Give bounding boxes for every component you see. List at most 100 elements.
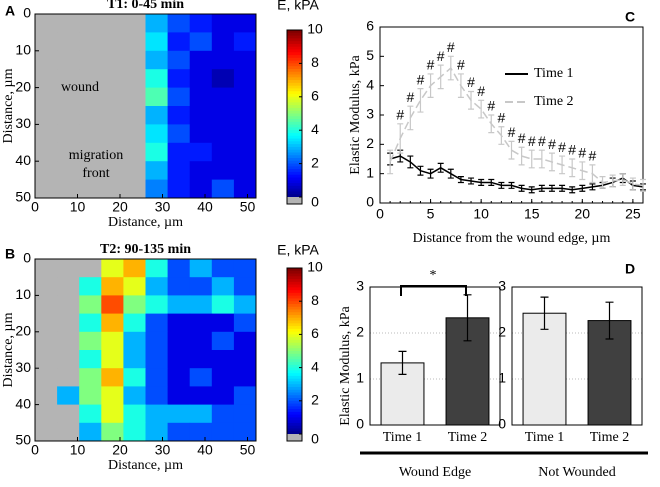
colorbar-step	[287, 411, 302, 416]
heat-cell	[101, 404, 124, 424]
significance-mark: #	[508, 124, 516, 140]
heat-cell	[167, 350, 191, 369]
heat-cell	[233, 87, 257, 107]
y-tick-label: 30	[15, 359, 31, 375]
colorbar-step	[287, 166, 302, 170]
missing-cell	[57, 259, 80, 278]
colorbar-step	[287, 102, 302, 106]
colorbar-step	[287, 113, 302, 117]
annotation: wound	[61, 80, 99, 95]
heat-cell	[233, 32, 257, 52]
colorbar-step	[287, 273, 302, 277]
heat-cell	[167, 259, 191, 278]
colorbar-step	[287, 420, 302, 424]
missing-cell	[101, 106, 124, 125]
colorbar-tick-label: 0	[311, 431, 319, 447]
heat-cell	[167, 277, 191, 296]
colorbar-step	[287, 270, 302, 275]
colorbar-step	[287, 119, 302, 123]
colorbar-step	[287, 138, 302, 142]
colorbar-step	[287, 121, 302, 126]
heat-cell	[123, 386, 146, 406]
heat-cell	[211, 259, 235, 278]
heat-cell	[79, 368, 102, 387]
panel-letter: C	[625, 9, 635, 25]
colorbar-tick-label: 4	[311, 358, 319, 374]
colorbar-tick-label: 2	[311, 154, 319, 170]
heat-cell	[233, 422, 257, 442]
heat-cell	[233, 124, 257, 144]
y-axis-label: Distance, µm	[1, 68, 16, 143]
colorbar-step	[287, 88, 302, 92]
colorbar-step	[287, 317, 302, 322]
significance-mark: #	[477, 83, 485, 99]
heat-cell	[123, 331, 146, 351]
missing-cell	[35, 386, 58, 406]
x-axis-label: Distance, µm	[108, 215, 183, 230]
missing-cell	[35, 50, 58, 70]
plot-frame	[369, 286, 501, 426]
colorbar-step	[287, 351, 302, 355]
colorbar-step	[287, 107, 302, 112]
heat-cell	[123, 350, 146, 369]
colorbar-step	[287, 406, 302, 410]
heat-cell	[211, 142, 235, 162]
colorbar-step	[287, 163, 302, 167]
colorbar-step	[287, 398, 302, 402]
heat-cell	[167, 404, 191, 424]
missing-cell	[35, 124, 58, 144]
heat-cell	[167, 50, 191, 70]
y-tick-label: 0	[498, 416, 506, 432]
colorbar-step	[287, 155, 302, 159]
colorbar-step	[287, 364, 302, 369]
colorbar-step	[287, 177, 302, 181]
significance-mark: #	[396, 107, 404, 123]
colorbar-step	[287, 180, 302, 184]
colorbar-step	[287, 389, 302, 393]
error-bar	[387, 149, 394, 175]
heat-cell	[233, 142, 257, 162]
heat-cell	[189, 295, 213, 315]
colorbar-step	[287, 381, 302, 385]
missing-cell	[101, 179, 124, 199]
x-axis-label: Distance from the wound edge, µm	[413, 231, 611, 246]
missing-cell	[57, 142, 80, 162]
y-tick-label: 4	[366, 76, 374, 92]
missing-cell	[79, 259, 102, 278]
colorbar-tick-label: 0	[311, 194, 319, 210]
missing-cell	[35, 404, 58, 424]
heat-cell	[101, 277, 124, 296]
missing-cell	[57, 14, 80, 33]
colorbar-step	[287, 392, 302, 396]
heat-cell	[79, 331, 102, 351]
heat-cell	[233, 368, 257, 387]
x-tick-label: 30	[155, 442, 171, 458]
x-tick-label: Time 1	[525, 430, 565, 445]
x-tick-label: 10	[70, 442, 86, 458]
heat-cell	[123, 259, 146, 278]
heat-cell	[145, 161, 169, 181]
heat-cell	[189, 386, 213, 406]
heat-cell	[211, 50, 235, 70]
colorbar-tick-label: 10	[307, 259, 323, 275]
significance-mark: #	[558, 139, 566, 155]
colorbar-step	[287, 268, 302, 272]
significance-mark: #	[457, 57, 465, 73]
heat-cell	[79, 404, 102, 424]
missing-cell	[79, 124, 102, 144]
colorbar-step	[287, 403, 302, 407]
colorbar-step	[287, 315, 302, 319]
y-tick-label: 30	[15, 115, 31, 131]
panel-letter: B	[5, 246, 15, 262]
legend-label: Time 1	[534, 66, 574, 81]
colorbar-step	[287, 287, 302, 291]
x-tick-label: 15	[524, 206, 540, 222]
heat-cell	[145, 368, 169, 387]
colorbar-step	[287, 281, 302, 286]
colorbar-frame	[286, 267, 303, 442]
colorbar-step	[287, 49, 302, 53]
y-tick-label: 10	[15, 286, 31, 302]
heat-cell	[145, 404, 169, 424]
colorbar-step	[287, 345, 302, 349]
missing-cell	[57, 124, 80, 144]
